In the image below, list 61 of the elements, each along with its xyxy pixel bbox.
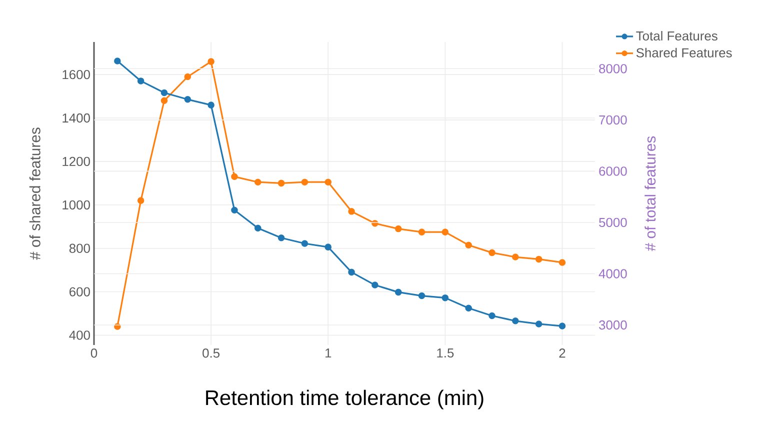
legend-label: Total Features — [636, 31, 718, 41]
y-tick-label: 400 — [69, 330, 90, 340]
y2-tick-label: 7000 — [599, 115, 627, 125]
point — [301, 178, 308, 186]
point — [372, 282, 378, 288]
point — [208, 102, 214, 108]
point — [278, 234, 285, 242]
x-tick-label: 1.5 — [437, 348, 454, 358]
point — [184, 73, 192, 80]
point — [137, 78, 144, 84]
point — [348, 268, 355, 276]
point — [208, 58, 214, 65]
y-tick-label: 1200 — [62, 156, 90, 166]
x-tick-label: 1 — [325, 348, 332, 358]
x-axis-title: Retention time tolerance (min) — [206, 390, 484, 410]
point — [488, 249, 496, 256]
point — [394, 225, 402, 232]
legend-label: Shared Features — [636, 48, 732, 58]
point — [418, 292, 426, 300]
point — [114, 58, 121, 64]
y2-tick-label: 8000 — [599, 64, 627, 74]
point — [160, 89, 168, 96]
point — [465, 304, 472, 312]
y-tick-label: 800 — [69, 244, 90, 253]
y-tick-label: 1000 — [62, 200, 90, 210]
x-tick-label: 2 — [559, 348, 566, 358]
point — [558, 259, 566, 266]
point — [301, 240, 308, 247]
point — [278, 180, 285, 187]
y2-tick-label: 4000 — [598, 269, 627, 278]
point — [535, 256, 542, 263]
point — [394, 288, 402, 296]
point — [231, 206, 238, 214]
y2-tick-label: 6000 — [599, 166, 627, 176]
point — [488, 312, 496, 320]
point — [442, 294, 449, 302]
point — [137, 197, 144, 204]
point — [254, 178, 262, 186]
y2-tick-label: 5000 — [599, 218, 627, 228]
y-axis-title: # of shared features — [29, 128, 40, 260]
y-tick-label: 1400 — [62, 113, 90, 123]
point — [184, 96, 192, 103]
point — [535, 320, 542, 328]
y2-axis-title: # of total features — [644, 136, 656, 252]
point — [160, 97, 168, 104]
point — [231, 173, 238, 180]
y-tick-label: 600 — [70, 287, 90, 296]
y2-tick-label: 3000 — [599, 320, 627, 330]
point — [512, 254, 519, 260]
point — [442, 228, 449, 236]
point — [348, 208, 355, 215]
point — [418, 228, 426, 236]
x-tick-label: 0.5 — [202, 348, 220, 358]
point — [465, 242, 472, 248]
point — [512, 318, 519, 324]
point — [254, 224, 262, 232]
point — [324, 244, 332, 250]
point — [324, 178, 332, 186]
y-tick-label: 1600 — [62, 70, 90, 80]
point — [558, 322, 566, 330]
x-tick-label: 0 — [90, 348, 98, 358]
